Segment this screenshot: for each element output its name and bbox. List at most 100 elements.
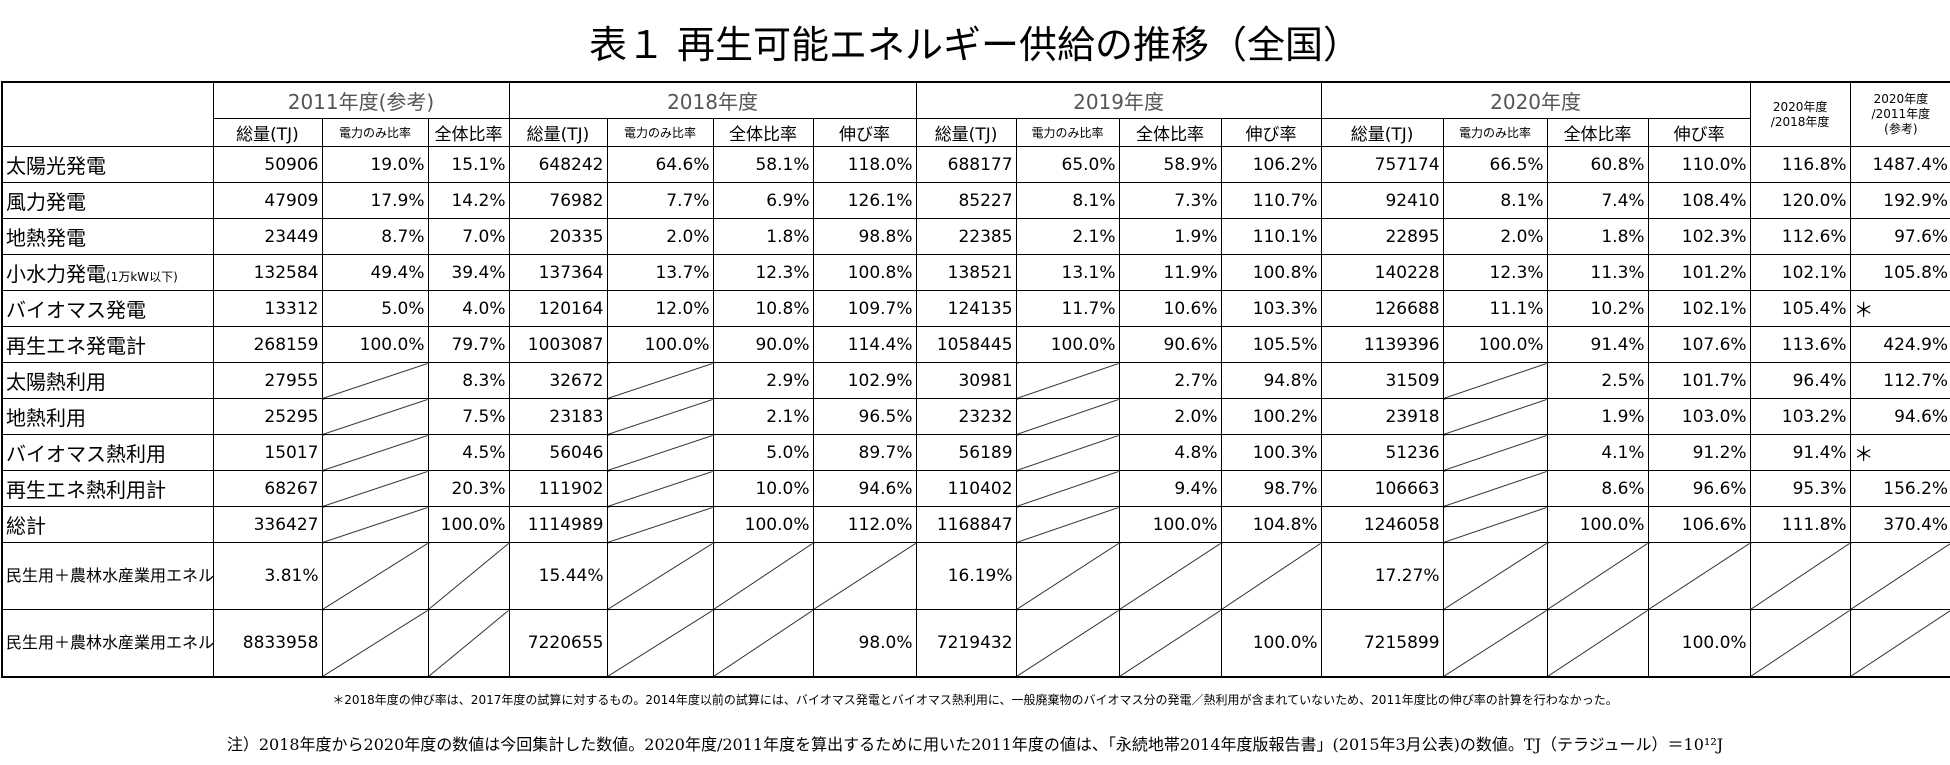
value-cell: 103.3% [1220, 290, 1322, 327]
row-label-note: (1万kW以下) [106, 270, 178, 284]
value-cell: 98.7% [1220, 470, 1322, 507]
empty-cell [1015, 398, 1120, 435]
year-header: 2018年度 [508, 81, 917, 119]
value-cell: 90.0% [712, 326, 814, 363]
value-cell: 101.7% [1647, 362, 1751, 399]
value-cell: 110.7% [1220, 182, 1322, 219]
empty-cell [606, 542, 714, 610]
value-cell: 2.0% [1442, 218, 1548, 255]
value-cell: 65.0% [1015, 146, 1120, 183]
value-cell: 17.9% [321, 182, 429, 219]
value-cell: 648242 [508, 146, 608, 183]
row-label-text: 太陽光発電 [6, 154, 106, 178]
value-cell: 1.9% [1546, 398, 1649, 435]
value-cell: 20335 [508, 218, 608, 255]
empty-cell [606, 506, 714, 543]
sub-header: 総量(TJ) [508, 118, 608, 147]
value-cell: 100.0% [1546, 506, 1649, 543]
value-cell: 7220655 [508, 609, 608, 678]
row-label-text: 太陽熱利用 [6, 370, 106, 394]
value-cell: 76982 [508, 182, 608, 219]
empty-cell [606, 398, 714, 435]
value-cell: 12.0% [606, 290, 714, 327]
value-cell: 23183 [508, 398, 608, 435]
value-cell: 1246058 [1320, 506, 1444, 543]
value-cell: 13.7% [606, 254, 714, 291]
empty-cell [1015, 434, 1120, 471]
value-cell: 15017 [212, 434, 323, 471]
value-cell: 2.5% [1546, 362, 1649, 399]
value-cell: 192.9% [1849, 182, 1950, 219]
empty-cell [1442, 434, 1548, 471]
value-cell: 91.4% [1546, 326, 1649, 363]
empty-cell [321, 470, 429, 507]
value-cell: 110.0% [1647, 146, 1751, 183]
value-cell: 8.1% [1442, 182, 1548, 219]
empty-cell [321, 434, 429, 471]
empty-cell [606, 434, 714, 471]
table-head: 2011年度(参考) 2018年度 2019年度 2020年度 2020年度/2… [1, 81, 1950, 147]
value-cell: 1.9% [1118, 218, 1222, 255]
value-cell: 1139396 [1320, 326, 1444, 363]
value-cell: 156.2% [1849, 470, 1950, 507]
data-row: 地熱発電 23449 8.7% 7.0% 20335 2.0% 1.8% 98.8% 22385… [1, 218, 1950, 255]
value-cell: 100.0% [606, 326, 714, 363]
value-cell: 2.1% [712, 398, 814, 435]
value-cell: 51236 [1320, 434, 1444, 471]
value-cell: 15.1% [427, 146, 510, 183]
value-cell: 27955 [212, 362, 323, 399]
sub-header: 総量(TJ) [915, 118, 1017, 147]
empty-cell [1442, 362, 1548, 399]
value-cell: 7.3% [1118, 182, 1222, 219]
value-cell: 105.5% [1220, 326, 1322, 363]
value-cell: 94.8% [1220, 362, 1322, 399]
value-cell: 23232 [915, 398, 1017, 435]
sub-header: 伸び率 [1647, 118, 1751, 147]
row-label: 地熱発電 [1, 218, 214, 255]
value-cell: 100.0% [1647, 609, 1751, 678]
value-cell: 47909 [212, 182, 323, 219]
value-cell: 11.7% [1015, 290, 1120, 327]
value-cell: 102.3% [1647, 218, 1751, 255]
row-label-text: 風力発電 [6, 190, 86, 214]
value-cell: 112.7% [1849, 362, 1950, 399]
empty-cell [1015, 609, 1120, 678]
value-cell: 424.9% [1849, 326, 1950, 363]
data-row: 総計 336427 100.0% 1114989 100.0% 112.0% 1168847… [1, 506, 1950, 543]
row-label-text: 地熱利用 [6, 406, 86, 430]
value-cell: 13312 [212, 290, 323, 327]
value-cell: 8833958 [212, 609, 323, 678]
empty-cell [1546, 542, 1649, 610]
value-cell: 104.8% [1220, 506, 1322, 543]
empty-cell [1442, 542, 1548, 610]
data-row: 再生エネ発電計 268159 100.0% 79.7% 1003087 100.0% 90.… [1, 326, 1950, 363]
footnote: ＊2018年度の伸び率は、2017年度の試算に対するもの。2014年度以前の試算… [332, 693, 1618, 707]
row-label: 太陽光発電 [1, 146, 214, 183]
value-cell: 4.5% [427, 434, 510, 471]
value-cell: 12.3% [712, 254, 814, 291]
empty-cell [321, 542, 429, 610]
value-cell: 106.6% [1647, 506, 1751, 543]
value-cell: 100.0% [1220, 609, 1322, 678]
empty-cell [712, 609, 814, 678]
value-cell: 105.4% [1749, 290, 1851, 327]
value-cell: 25295 [212, 398, 323, 435]
row-label: 総計 [1, 506, 214, 543]
value-cell: 106663 [1320, 470, 1444, 507]
year-header: 2019年度 [915, 81, 1322, 119]
value-cell: 96.6% [1647, 470, 1751, 507]
value-cell: 110402 [915, 470, 1017, 507]
value-cell: 7.5% [427, 398, 510, 435]
value-cell: 118.0% [812, 146, 917, 183]
value-cell: 7219432 [915, 609, 1017, 678]
data-row: バイオマス熱利用 15017 4.5% 56046 5.0% 89.7% 56189 4.8%… [1, 434, 1950, 471]
value-cell: 1058445 [915, 326, 1017, 363]
data-row: バイオマス発電 13312 5.0% 4.0% 120164 12.0% 10.8% 109.… [1, 290, 1950, 327]
value-cell: 96.4% [1749, 362, 1851, 399]
value-cell: 103.2% [1749, 398, 1851, 435]
value-cell: 102.1% [1749, 254, 1851, 291]
row-label: バイオマス熱利用 [1, 434, 214, 471]
value-cell: 56189 [915, 434, 1017, 471]
empty-cell [606, 362, 714, 399]
empty-cell [1220, 542, 1322, 610]
